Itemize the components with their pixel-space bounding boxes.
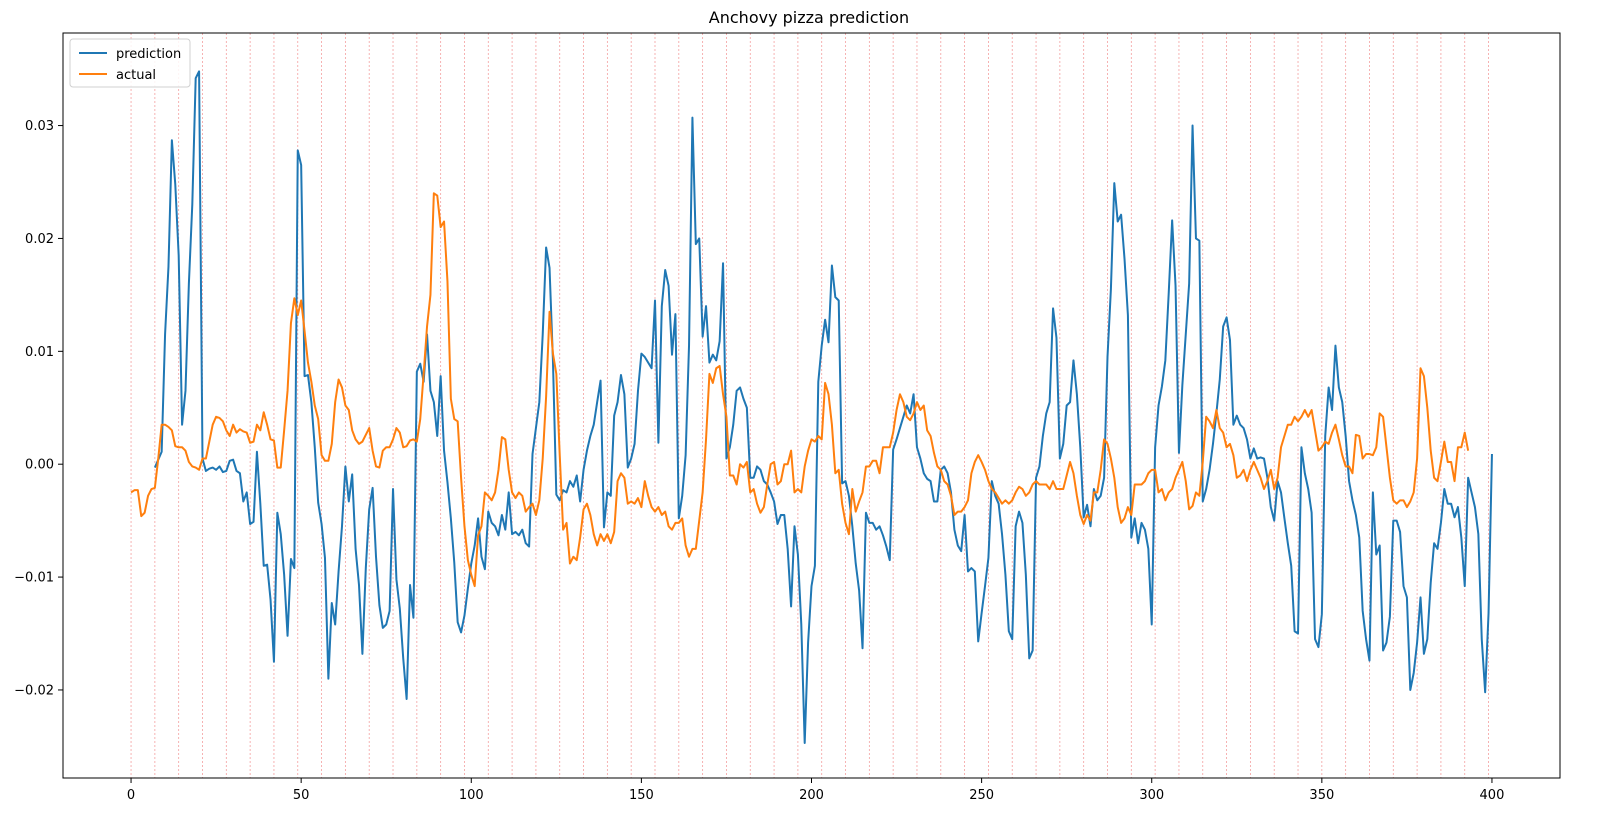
chart-title: Anchovy pizza prediction bbox=[709, 8, 909, 27]
x-tick-label: 50 bbox=[293, 788, 310, 803]
x-tick-label: 350 bbox=[1309, 788, 1334, 803]
y-tick-label: 0.01 bbox=[25, 345, 54, 360]
series-line-actual bbox=[130, 192, 1470, 588]
legend-label-actual: actual bbox=[116, 68, 156, 83]
x-tick-label: 250 bbox=[969, 788, 994, 803]
x-tick-label: 0 bbox=[127, 788, 135, 803]
legend-label-prediction: prediction bbox=[116, 47, 181, 62]
x-tick-label: 300 bbox=[1139, 788, 1164, 803]
x-tick-label: 100 bbox=[459, 788, 484, 803]
y-tick-label: −0.02 bbox=[14, 683, 54, 698]
x-tick-label: 400 bbox=[1480, 788, 1505, 803]
plot-frame bbox=[62, 32, 1561, 779]
x-tick-label: 150 bbox=[629, 788, 654, 803]
series-line-prediction bbox=[153, 70, 1493, 745]
series-lines bbox=[130, 70, 1493, 745]
y-tick-label: 0.00 bbox=[25, 458, 54, 473]
y-tick-label: 0.03 bbox=[25, 119, 54, 134]
legend: prediction actual bbox=[69, 38, 191, 88]
y-tick-label: −0.01 bbox=[14, 571, 54, 586]
y-axis: −0.02 −0.01 0.00 0.01 0.02 0.03 bbox=[14, 119, 63, 698]
x-axis: 0 50 100 150 200 250 300 350 400 bbox=[127, 778, 1504, 803]
x-tick-label: 200 bbox=[799, 788, 824, 803]
y-tick-label: 0.02 bbox=[25, 232, 54, 247]
